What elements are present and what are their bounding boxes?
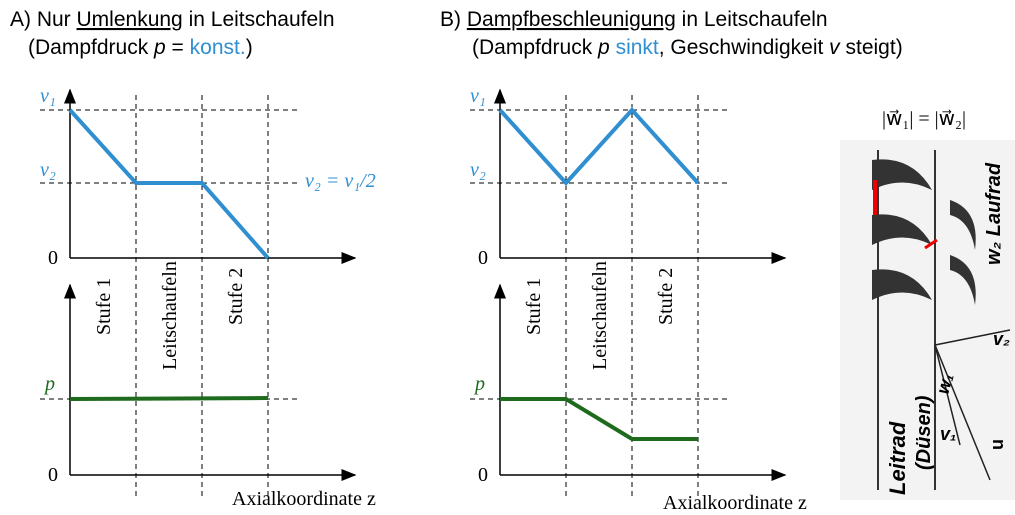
zero-label: 0 bbox=[48, 247, 58, 269]
stage-label: Stufe 1 bbox=[523, 278, 545, 335]
t: A) Nur bbox=[10, 8, 77, 31]
t: v bbox=[829, 36, 841, 59]
guide-label: Leitschaufeln bbox=[589, 261, 611, 370]
axis-label: Axialkoordinate z bbox=[663, 492, 807, 514]
t: in Leitschaufeln bbox=[183, 8, 335, 31]
zero-label: 0 bbox=[48, 464, 58, 486]
pressure-line bbox=[500, 397, 698, 441]
velocity-line bbox=[68, 108, 270, 260]
v1-label: v₁ bbox=[40, 85, 56, 107]
zero-label: 0 bbox=[478, 247, 488, 269]
panel-b: v₁ v₂ 0 p 0 Stufe 1 Leitschaufeln Stufe 2 Axialk… bbox=[470, 85, 807, 514]
t: Dampfbeschleunigung bbox=[467, 8, 676, 31]
duesen: (Düsen) bbox=[913, 395, 935, 470]
t: ) bbox=[246, 36, 253, 59]
v1-label: v₁ bbox=[470, 85, 486, 107]
guide-label: Leitschaufeln bbox=[159, 261, 181, 370]
t: sinkt bbox=[616, 36, 659, 59]
t: = bbox=[166, 36, 190, 59]
stage-label: Stufe 2 bbox=[225, 268, 247, 325]
t: p bbox=[597, 36, 610, 59]
t: steigt) bbox=[840, 36, 903, 59]
t: konst. bbox=[190, 36, 246, 59]
stage-label: Stufe 2 bbox=[655, 268, 677, 325]
stage-label: Stufe 1 bbox=[93, 278, 115, 335]
subtitle-b: (Dampfdruck p sinkt, Geschwindigkeit v s… bbox=[472, 36, 903, 59]
axis-label: Axialkoordinate z bbox=[232, 488, 376, 510]
u: u bbox=[987, 439, 1007, 450]
t: (Dampfdruck bbox=[472, 36, 598, 59]
equation: |w⃗₁| = |w⃗₂| bbox=[882, 108, 966, 130]
sketch: |w⃗₁| = |w⃗₂| Leitrad (Düsen) w₂ Laufrad… bbox=[840, 108, 1015, 500]
t: (Dampfdruck bbox=[28, 36, 154, 59]
laufrad: w₂ Laufrad bbox=[983, 162, 1005, 265]
t: Umlenkung bbox=[77, 8, 183, 31]
p-label: p bbox=[473, 373, 485, 395]
t: B) bbox=[440, 8, 467, 31]
title-b: B) Dampfbeschleunigung in Leitschaufeln bbox=[440, 8, 828, 31]
t: , Geschwindigkeit bbox=[659, 36, 829, 59]
v2-label: v₂ bbox=[470, 159, 486, 181]
t: p bbox=[153, 36, 166, 59]
t: in Leitschaufeln bbox=[676, 8, 828, 31]
velocity-line bbox=[498, 107, 700, 186]
ratio: v₂ = v₁/2 bbox=[305, 170, 376, 192]
v1: v₁ bbox=[940, 424, 956, 444]
v2-label: v₂ bbox=[40, 159, 56, 181]
title-a: A) Nur Umlenkung in Leitschaufeln bbox=[10, 8, 335, 31]
pressure-line bbox=[69, 396, 269, 401]
subtitle-a: (Dampfdruck p = konst.) bbox=[28, 36, 253, 59]
leitrad: Leitrad bbox=[885, 421, 910, 495]
v2: v₂ bbox=[993, 329, 1010, 349]
zero-label: 0 bbox=[478, 464, 488, 486]
p-label: p bbox=[43, 373, 55, 395]
panel-a: v₁ v₂ 0 p 0 Stufe 1 Leitschaufeln Stufe 2 Axialk… bbox=[40, 85, 376, 510]
